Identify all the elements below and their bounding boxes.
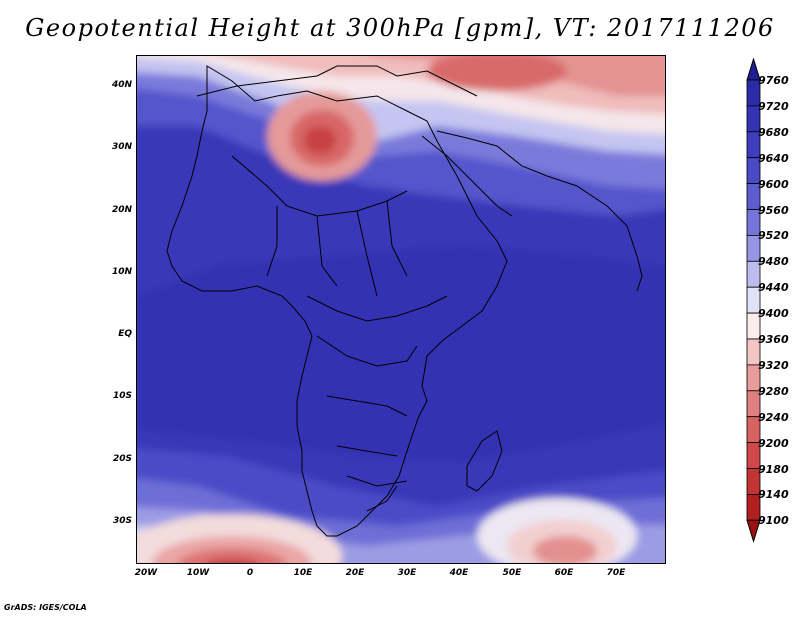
lon-tick-0: 0 xyxy=(246,568,254,578)
colorbar-level-label: 9240 xyxy=(758,410,789,424)
lat-tick-20n: 20N xyxy=(111,205,132,215)
height-field-map xyxy=(137,56,665,563)
lon-tick-20w: 20W xyxy=(134,568,158,578)
lon-tick-10w: 10W xyxy=(186,568,210,578)
colorbar-level-label: 9720 xyxy=(758,99,789,113)
colorbar-level-label: 9400 xyxy=(758,307,789,321)
colorbar-level-label: 9680 xyxy=(758,125,789,139)
chart-title: Geopotential Height at 300hPa [gpm], VT:… xyxy=(25,14,775,42)
colorbar-bottom-arrow xyxy=(746,519,761,543)
colorbar-level-label: 9140 xyxy=(758,488,789,502)
lat-tick-30s: 30S xyxy=(112,516,132,526)
lat-tick-40n: 40N xyxy=(111,80,132,90)
lon-tick-20e: 20E xyxy=(345,568,365,578)
colorbar-level-label: 9520 xyxy=(758,229,789,243)
colorbar-level-label: 9280 xyxy=(758,384,789,398)
colorbar-level-label: 9440 xyxy=(758,281,789,295)
lat-tick-10n: 10N xyxy=(111,267,132,277)
colorbar-level-label: 9480 xyxy=(758,255,789,269)
lat-tick-30n: 30N xyxy=(111,142,132,152)
colorbar-level-label: 9100 xyxy=(758,514,789,528)
lon-tick-30e: 30E xyxy=(397,568,417,578)
colorbar-level-label: 9560 xyxy=(758,203,789,217)
colorbar-level-label: 9360 xyxy=(758,333,789,346)
lon-tick-40e: 40E xyxy=(449,568,469,578)
colorbar-level-label: 9200 xyxy=(758,436,789,450)
colorbar-level-label: 9640 xyxy=(758,151,789,165)
lon-tick-10e: 10E xyxy=(293,568,313,578)
colorbar-level-label: 9320 xyxy=(758,358,789,372)
colorbar-level-label: 9760 xyxy=(758,74,789,87)
colorbar-swatches xyxy=(746,58,761,543)
colorbar xyxy=(746,58,761,543)
lon-tick-60e: 60E xyxy=(554,568,574,578)
colorbar-level-label: 9600 xyxy=(758,177,789,191)
lon-tick-50e: 50E xyxy=(502,568,522,578)
credit-footer: GrADS: IGES/COLA xyxy=(4,603,87,612)
lat-tick-20s: 20S xyxy=(112,454,132,464)
lat-tick-10s: 10S xyxy=(112,391,132,401)
contour-fill xyxy=(137,56,665,563)
map-plot-area xyxy=(136,55,666,564)
colorbar-level-label: 9180 xyxy=(758,462,789,476)
lat-tick-eq: EQ xyxy=(118,329,132,339)
lon-tick-70e: 70E xyxy=(606,568,626,578)
coastlines xyxy=(166,65,643,537)
